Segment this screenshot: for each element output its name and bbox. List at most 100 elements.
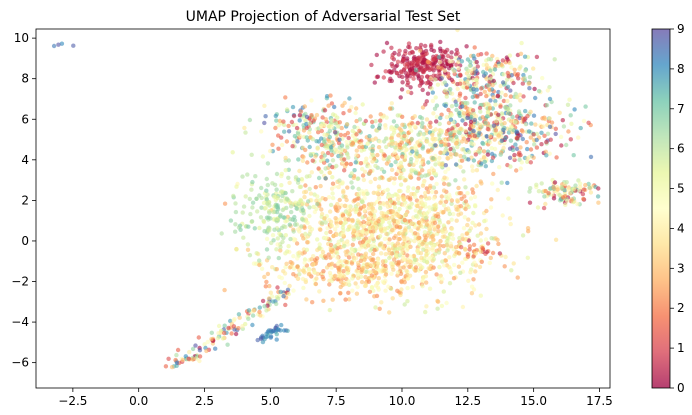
scatter-point [384,115,389,120]
scatter-point [501,98,507,104]
scatter-point [365,141,370,147]
scatter-point [266,255,271,260]
colorbar-tick-label: 6 [677,142,685,156]
scatter-point [472,117,477,123]
y-tick-label: 6 [21,112,29,126]
scatter-point [175,347,181,353]
scatter-point [415,72,421,78]
scatter-point [338,217,343,222]
scatter-point [405,299,410,304]
scatter-point [281,119,286,124]
scatter-point [424,81,429,86]
scatter-point [432,225,437,230]
scatter-point [436,214,441,219]
scatter-point [391,119,397,124]
scatter-point [580,191,586,197]
scatter-point [271,299,276,304]
scatter-point [56,42,61,47]
scatter-point [346,211,351,216]
scatter-point [595,194,601,199]
scatter-point [264,247,270,252]
scatter-point [396,194,401,199]
scatter-point [373,176,378,182]
scatter-point [431,185,437,190]
scatter-point [463,199,469,204]
scatter-point [399,128,404,133]
scatter-point [334,231,340,237]
scatter-point [493,98,498,104]
scatter-point [229,331,234,336]
scatter-point [495,237,500,242]
scatter-point [345,185,350,190]
scatter-point [434,272,439,277]
scatter-point [437,133,442,138]
scatter-point [303,231,308,237]
scatter-point [278,212,283,218]
scatter-point [59,41,65,46]
scatter-point [380,259,386,264]
scatter-point [401,197,407,202]
scatter-point [465,82,471,87]
scatter-point [425,74,430,79]
scatter-point [371,190,376,195]
scatter-point [387,255,392,261]
scatter-point [455,50,460,56]
scatter-point [216,331,221,336]
scatter-point [204,348,209,354]
scatter-point [230,150,235,155]
scatter-point [291,254,296,259]
scatter-point [467,244,473,249]
scatter-point [525,255,530,260]
scatter-point [477,105,483,111]
scatter-point [302,194,307,200]
scatter-point [222,201,228,206]
scatter-point [352,168,357,173]
scatter-point [264,334,269,340]
scatter-point [536,88,542,94]
scatter-point [286,129,292,134]
scatter-point [358,223,364,228]
scatter-point [438,46,443,51]
scatter-point [282,129,287,134]
scatter-point [483,71,488,76]
scatter-point [509,119,514,124]
scatter-point [402,302,407,307]
scatter-point [487,139,493,145]
scatter-point [370,159,375,164]
scatter-point [362,169,368,174]
scatter-point [431,61,436,66]
scatter-point [484,114,490,119]
scatter-point [468,270,473,275]
scatter-point [415,248,420,254]
scatter-point [507,127,513,132]
scatter-point [289,209,294,215]
scatter-point [250,205,255,210]
scatter-point [357,212,362,217]
scatter-point [508,94,514,99]
scatter-point [520,81,525,86]
scatter-point [330,164,335,170]
scatter-point [414,157,420,163]
scatter-point [350,133,356,138]
scatter-point [423,102,428,107]
scatter-point [318,227,323,232]
scatter-point [257,225,262,231]
scatter-point [408,244,413,249]
x-tick-label: 5.0 [261,394,280,408]
scatter-point [464,202,470,208]
scatter-point [336,239,341,244]
scatter-point [382,236,388,242]
scatter-point [250,200,256,205]
scatter-point [490,181,495,186]
x-tick-label: −2.5 [58,394,87,408]
scatter-point [450,232,455,237]
scatter-point [362,257,367,262]
scatter-point [576,188,582,193]
scatter-point [423,43,428,49]
scatter-point [587,185,592,190]
scatter-point [544,103,550,108]
scatter-point [577,181,583,186]
scatter-point [444,243,450,248]
scatter-point [322,153,327,158]
scatter-point [283,224,288,230]
